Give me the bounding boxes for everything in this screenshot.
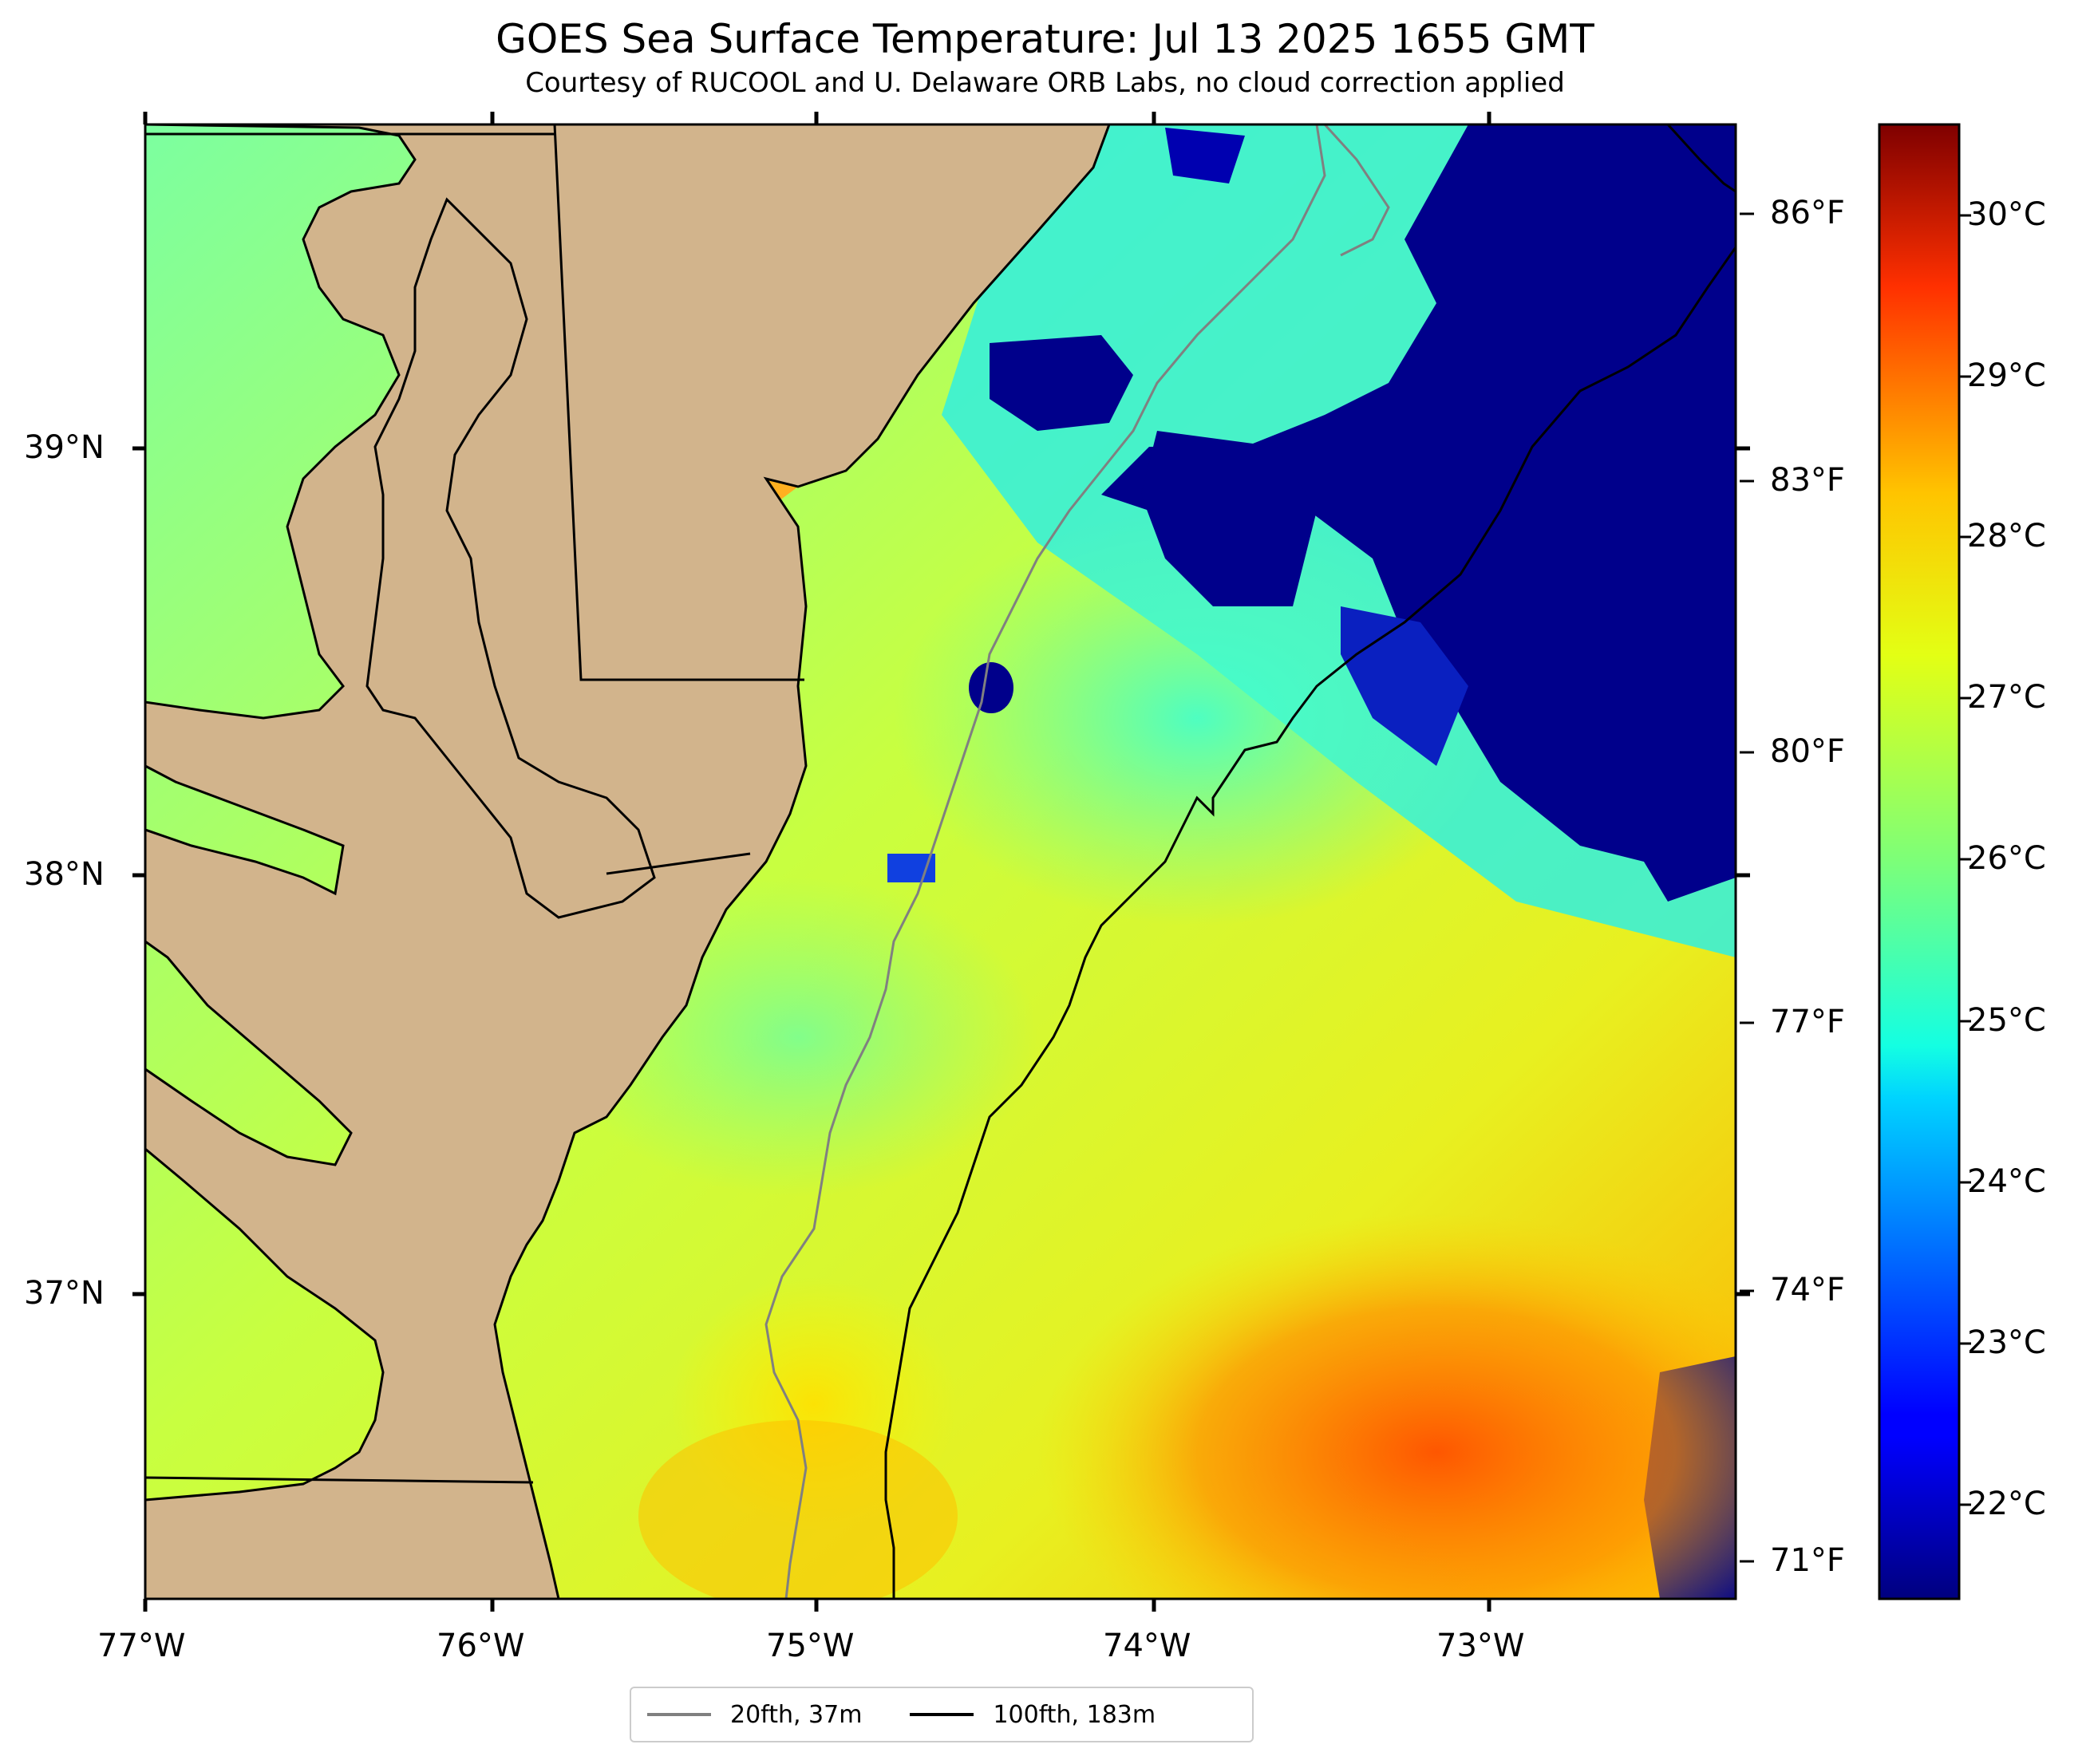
fahrenheit-label: 71°F	[1770, 1542, 1845, 1579]
isobath-20fth	[764, 124, 1326, 1599]
celsius-label: 30°C	[1967, 196, 2046, 233]
top-ticks	[143, 112, 1491, 124]
legend-gray-line	[647, 1713, 711, 1716]
isobath-20fth	[1323, 124, 1390, 257]
celsius-label: 24°C	[1967, 1163, 2046, 1200]
legend-item-20fth: 20fth, 37m	[647, 1701, 862, 1729]
fahrenheit-label: 74°F	[1770, 1272, 1845, 1308]
map-subtitle: Courtesy of RUCOOL and U. Delaware ORB L…	[525, 67, 1565, 99]
fahrenheit-label: 77°F	[1770, 1004, 1845, 1040]
legend-item-100fth: 100fth, 183m	[910, 1701, 1156, 1729]
celsius-label: 25°C	[1967, 1002, 2046, 1039]
fahrenheit-label: 83°F	[1770, 462, 1845, 499]
celsius-label: 28°C	[1967, 518, 2046, 554]
land	[145, 124, 1111, 1599]
celsius-label: 22°C	[1967, 1486, 2046, 1522]
isobath-100fth	[884, 247, 1736, 1599]
cold-water-mass	[1165, 128, 1245, 184]
lat-label: 37°N	[24, 1275, 105, 1312]
colorbar	[1878, 123, 1961, 1600]
fahrenheit-label: 86°F	[1770, 195, 1845, 231]
lat-label: 38°N	[24, 856, 105, 893]
bottom-ticks	[143, 1599, 1491, 1612]
colorbar-ticks	[1740, 212, 1971, 1563]
right-ticks	[1736, 446, 1750, 1296]
warm-water-region	[1037, 1213, 1736, 1599]
lon-label: 77°W	[97, 1628, 186, 1664]
celsius-label: 27°C	[1967, 679, 2046, 716]
state-boundaries	[145, 124, 804, 1484]
lat-label: 39°N	[24, 429, 105, 466]
map-plot-area	[145, 124, 1736, 1599]
lon-label: 73°W	[1436, 1628, 1525, 1664]
lon-label: 75°W	[766, 1628, 855, 1664]
legend-label: 100fth, 183m	[993, 1700, 1156, 1729]
map-frame	[144, 123, 1737, 1600]
celsius-label: 23°C	[1967, 1324, 2046, 1361]
celsius-label: 29°C	[1967, 357, 2046, 394]
isobath-legend: 20fth, 37m 100fth, 183m	[630, 1687, 1254, 1742]
legend-label: 20fth, 37m	[730, 1700, 863, 1729]
cold-water-spot	[887, 854, 935, 882]
isobath-100fth	[1666, 124, 1736, 193]
celsius-label: 26°C	[1967, 840, 2046, 877]
map-title: GOES Sea Surface Temperature: Jul 13 202…	[496, 16, 1594, 62]
left-ticks	[132, 446, 145, 1296]
legend-black-line	[910, 1713, 974, 1716]
cold-water-spot	[969, 662, 1013, 713]
cold-water-mass	[990, 335, 1133, 431]
cold-water-mass	[1141, 431, 1317, 606]
fahrenheit-label: 80°F	[1770, 733, 1845, 770]
cold-water-mass	[1341, 606, 1468, 766]
lon-label: 74°W	[1103, 1628, 1191, 1664]
lon-label: 76°W	[437, 1628, 525, 1664]
cold-water-mass	[1101, 124, 1736, 902]
